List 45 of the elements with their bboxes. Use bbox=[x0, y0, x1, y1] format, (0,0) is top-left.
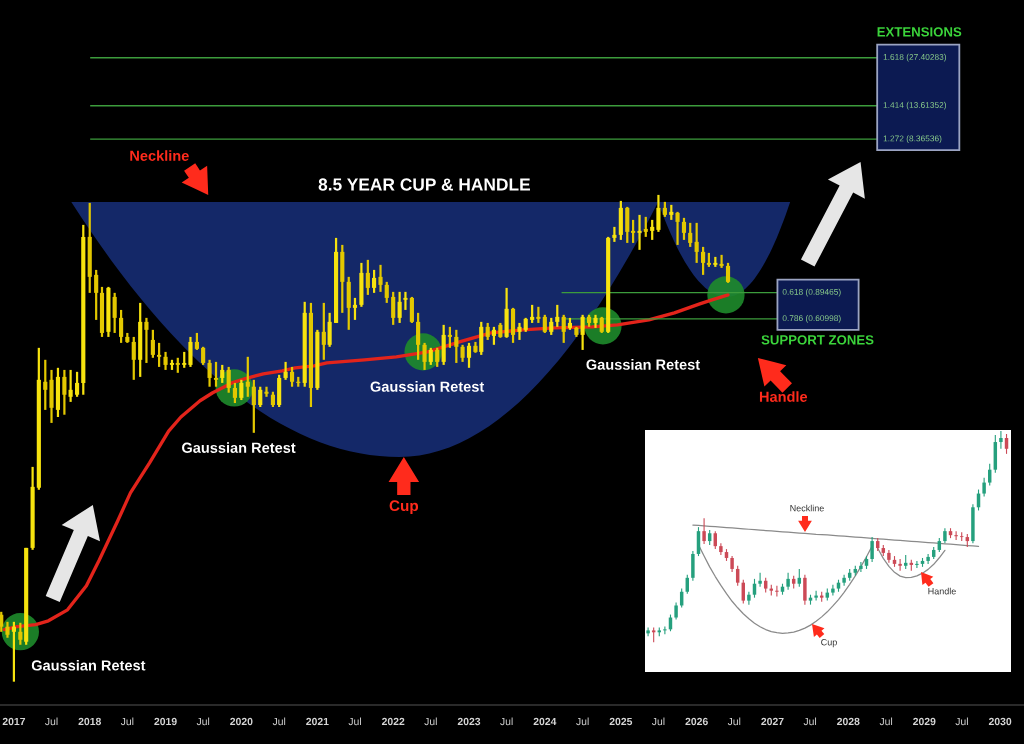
x-tick-label: 2019 bbox=[154, 717, 177, 726]
ref-line-label: 0.786 (0.60998) bbox=[782, 314, 841, 323]
x-tick-label: Jul bbox=[424, 717, 437, 726]
x-tick-label: Jul bbox=[727, 717, 741, 726]
x-tick-label: 2025 bbox=[609, 717, 633, 726]
x-tick-label: 2026 bbox=[685, 717, 708, 726]
annotation: Neckline bbox=[790, 504, 824, 512]
x-tick-label: Jul bbox=[651, 717, 665, 726]
x-tick-label: 2020 bbox=[230, 717, 253, 726]
x-tick-label: Jul bbox=[120, 717, 134, 726]
x-tick-label: Jul bbox=[879, 717, 893, 726]
text: 8.5 YEAR CUP & HANDLE bbox=[318, 178, 530, 191]
annotation: Neckline bbox=[130, 150, 189, 161]
x-tick-label: 2030 bbox=[988, 717, 1012, 726]
annotation: EXTENSIONS bbox=[877, 27, 962, 37]
annotation: Gaussian Retest bbox=[370, 381, 485, 392]
x-tick-label: Jul bbox=[348, 717, 361, 726]
x-tick-label: Jul bbox=[196, 717, 210, 726]
ref-line-label: 1.618 (27.40283) bbox=[883, 53, 947, 62]
ref-line-label: 1.414 (13.61352) bbox=[883, 101, 947, 110]
x-tick-label: Jul bbox=[500, 717, 513, 726]
x-tick-label: Jul bbox=[803, 717, 817, 726]
x-tick-label: Jul bbox=[576, 717, 589, 726]
annotation: SUPPORT ZONES bbox=[761, 335, 874, 345]
x-tick-label: Jul bbox=[955, 717, 968, 726]
ref-line-label: 0.618 (0.89465) bbox=[782, 288, 841, 297]
x-tick-label: 2022 bbox=[381, 717, 405, 726]
x-tick-label: Jul bbox=[272, 717, 286, 726]
annotation: Gaussian Retest bbox=[182, 442, 296, 453]
annotation: Handle bbox=[759, 391, 808, 402]
x-tick-label: 2023 bbox=[457, 717, 481, 726]
annotation: Gaussian Retest bbox=[586, 359, 700, 370]
x-tick-label: 2024 bbox=[533, 717, 557, 726]
x-tick-label: 2029 bbox=[913, 717, 936, 726]
annotation: Cup bbox=[389, 500, 419, 515]
ref-line-label: 1.272 (8.36536) bbox=[883, 135, 942, 144]
x-tick-label: 2027 bbox=[761, 717, 784, 726]
x-tick-label: Jul bbox=[45, 717, 58, 726]
x-tick-label: 2017 bbox=[2, 717, 26, 726]
x-tick-label: 2028 bbox=[837, 717, 860, 726]
x-tick-label: 2021 bbox=[306, 717, 329, 726]
annotation: Cup bbox=[821, 639, 837, 648]
x-tick-label: 2018 bbox=[78, 717, 101, 726]
annotation: Handle bbox=[928, 587, 956, 595]
annotation: Gaussian Retest bbox=[31, 659, 146, 671]
